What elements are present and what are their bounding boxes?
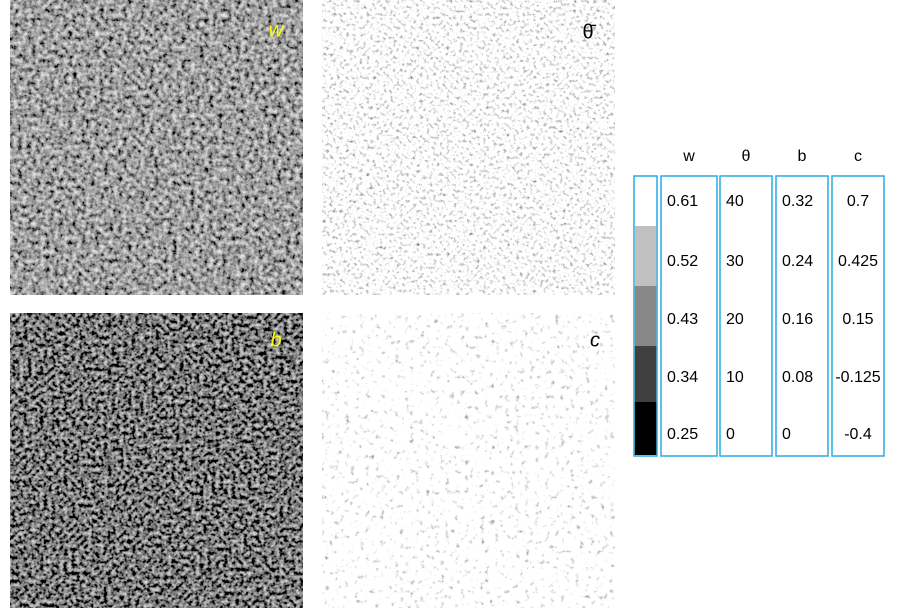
legend-value: 0.425 (838, 253, 878, 270)
legend-value: -0.4 (844, 426, 872, 443)
scale-step (635, 402, 657, 455)
scale-step (635, 346, 657, 402)
column-header: b (798, 148, 807, 165)
image-c (322, 313, 615, 608)
legend-value: -0.125 (835, 369, 880, 386)
image-b (10, 313, 303, 608)
legend-value: 0.61 (667, 193, 698, 210)
legend-value: 30 (726, 253, 744, 270)
legend-value: 0.34 (667, 369, 698, 386)
image-w (10, 0, 303, 295)
legend-value: 20 (726, 311, 744, 328)
legend-value: 0.08 (782, 369, 813, 386)
legend-value: 40 (726, 193, 744, 210)
legend-value: 0.52 (667, 253, 698, 270)
scale-step (635, 226, 657, 286)
gray-scale-bar (634, 176, 657, 456)
legend-value: 0.43 (667, 311, 698, 328)
scale-step (635, 286, 657, 346)
figure: w θ̄ b c w0.610.520.430.340.25θ403020100… (0, 0, 903, 608)
legend-value: 0.25 (667, 426, 698, 443)
column-header: w (682, 148, 695, 165)
page: w θ̄ b c w0.610.520.430.340.25θ403020100… (0, 0, 903, 608)
panel-label: c (590, 329, 600, 351)
legend-value: 0.24 (782, 253, 813, 270)
legend-value: 0 (782, 426, 791, 443)
legend-value: 0.15 (842, 311, 873, 328)
column-header: c (854, 148, 862, 165)
panel-label: b (270, 329, 281, 351)
legend-value: 0.32 (782, 193, 813, 210)
legend-value: 0.7 (847, 193, 869, 210)
panel-label: w (269, 19, 285, 41)
legend-value: 0.16 (782, 311, 813, 328)
legend-value: 10 (726, 369, 744, 386)
column-header: θ (742, 148, 751, 165)
image-theta (322, 0, 615, 295)
legend-table: w 0.61 0.52 0.43 0.34 0.25 θ 40 30 20 10 0 b 0.32 0.24… (661, 148, 884, 456)
legend-value: 0 (726, 426, 735, 443)
